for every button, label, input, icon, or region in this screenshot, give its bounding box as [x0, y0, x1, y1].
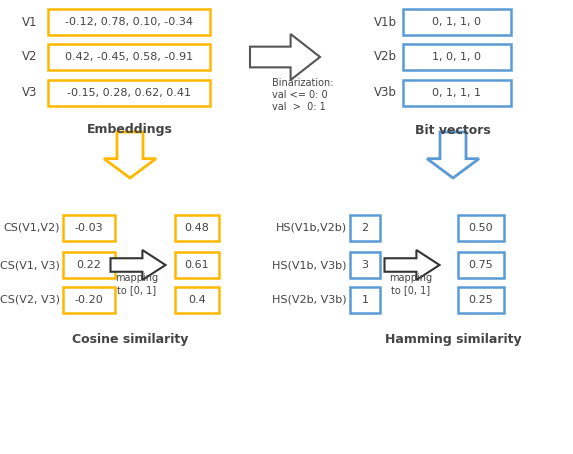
Text: V1b: V1b	[374, 15, 397, 29]
Text: HS(V1b,V2b): HS(V1b,V2b)	[276, 223, 347, 233]
Text: 0.42, -0.45, 0.58, -0.91: 0.42, -0.45, 0.58, -0.91	[65, 52, 193, 62]
Text: 0.50: 0.50	[469, 223, 493, 233]
Text: -0.03: -0.03	[74, 223, 103, 233]
Text: V2b: V2b	[374, 50, 397, 64]
FancyBboxPatch shape	[350, 252, 380, 278]
Text: V1: V1	[22, 15, 38, 29]
Polygon shape	[384, 250, 439, 280]
Text: Binarization:
val <= 0: 0
val  >  0: 1: Binarization: val <= 0: 0 val > 0: 1	[272, 79, 333, 112]
FancyBboxPatch shape	[48, 80, 210, 106]
FancyBboxPatch shape	[175, 215, 219, 241]
Polygon shape	[111, 250, 166, 280]
Text: mapping
to [0, 1]: mapping to [0, 1]	[115, 273, 159, 295]
FancyBboxPatch shape	[175, 252, 219, 278]
FancyBboxPatch shape	[63, 287, 115, 313]
Polygon shape	[250, 34, 320, 80]
Text: 0.75: 0.75	[469, 260, 493, 270]
FancyBboxPatch shape	[350, 287, 380, 313]
Text: V3b: V3b	[374, 87, 397, 99]
FancyBboxPatch shape	[458, 287, 504, 313]
Text: 0, 1, 1, 1: 0, 1, 1, 1	[433, 88, 481, 98]
Polygon shape	[427, 132, 479, 178]
Text: 0.4: 0.4	[188, 295, 206, 305]
Text: CS(V1, V3): CS(V1, V3)	[0, 260, 60, 270]
Text: -0.20: -0.20	[74, 295, 103, 305]
Polygon shape	[104, 132, 156, 178]
Text: 0, 1, 1, 0: 0, 1, 1, 0	[433, 17, 481, 27]
FancyBboxPatch shape	[48, 44, 210, 70]
FancyBboxPatch shape	[403, 80, 511, 106]
Text: HS(V2b, V3b): HS(V2b, V3b)	[272, 295, 347, 305]
FancyBboxPatch shape	[48, 9, 210, 35]
FancyBboxPatch shape	[350, 215, 380, 241]
Text: 3: 3	[362, 260, 368, 270]
Text: 0.22: 0.22	[77, 260, 101, 270]
Text: mapping
to [0, 1]: mapping to [0, 1]	[390, 273, 433, 295]
Text: Cosine similarity: Cosine similarity	[72, 334, 188, 346]
FancyBboxPatch shape	[63, 252, 115, 278]
Text: V2: V2	[22, 50, 38, 64]
Text: 1: 1	[362, 295, 368, 305]
FancyBboxPatch shape	[403, 44, 511, 70]
Text: 1, 0, 1, 0: 1, 0, 1, 0	[433, 52, 481, 62]
Text: Bit vectors: Bit vectors	[415, 123, 491, 137]
Text: 0.61: 0.61	[185, 260, 209, 270]
Text: V3: V3	[22, 87, 38, 99]
Text: 0.25: 0.25	[469, 295, 493, 305]
Text: -0.12, 0.78, 0.10, -0.34: -0.12, 0.78, 0.10, -0.34	[65, 17, 193, 27]
Text: CS(V1,V2): CS(V1,V2)	[3, 223, 60, 233]
Text: -0.15, 0.28, 0.62, 0.41: -0.15, 0.28, 0.62, 0.41	[67, 88, 191, 98]
Text: CS(V2, V3): CS(V2, V3)	[0, 295, 60, 305]
FancyBboxPatch shape	[403, 9, 511, 35]
FancyBboxPatch shape	[458, 215, 504, 241]
Text: 0.48: 0.48	[185, 223, 210, 233]
Text: Hamming similarity: Hamming similarity	[384, 334, 521, 346]
FancyBboxPatch shape	[458, 252, 504, 278]
FancyBboxPatch shape	[63, 215, 115, 241]
Text: Embeddings: Embeddings	[87, 123, 173, 137]
Text: HS(V1b, V3b): HS(V1b, V3b)	[273, 260, 347, 270]
FancyBboxPatch shape	[175, 287, 219, 313]
Text: 2: 2	[362, 223, 368, 233]
